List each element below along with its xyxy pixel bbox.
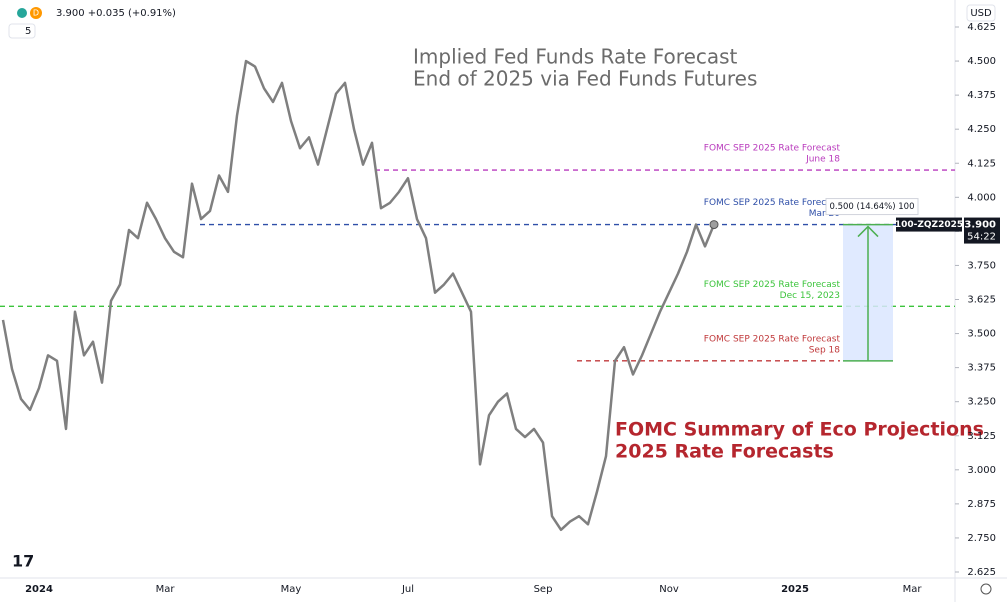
- price-line: [1, 59, 716, 532]
- x-tick-label: 2024: [25, 584, 53, 595]
- logo: 𝟭𝟳: [12, 552, 34, 571]
- annotation: 2025 Rate Forecasts: [615, 441, 834, 463]
- reference-date: Mar 20: [809, 209, 841, 219]
- measure-arrow: [857, 225, 879, 238]
- y-tick-label: 2.875: [967, 499, 996, 510]
- reference-label: FOMC SEP 2025 Rate Forecast: [704, 144, 841, 154]
- price-tag: [964, 217, 1000, 244]
- measure-tooltip-box: [825, 198, 919, 216]
- interval-badge: [30, 7, 42, 19]
- x-tick-label: Mar: [903, 584, 923, 595]
- settings-icon[interactable]: [980, 583, 992, 595]
- countdown: 54:22: [967, 232, 996, 243]
- y-tick-label: 4.500: [967, 56, 996, 67]
- reference-date: Dec 15, 2023: [780, 291, 840, 301]
- annotation: FOMC Summary of Eco Projections: [615, 419, 984, 441]
- reference-label: FOMC SEP 2025 Rate Forecast: [704, 198, 841, 208]
- y-tick-label: 3.250: [967, 397, 996, 408]
- chart-title: End of 2025 via Fed Funds Futures: [413, 67, 757, 91]
- y-tick-label: 2.625: [967, 567, 996, 578]
- quote: 3.900 +0.035 (+0.91%): [56, 8, 176, 19]
- chart-title: Implied Fed Funds Rate Forecast: [413, 45, 738, 69]
- x-tick-label: May: [281, 584, 302, 595]
- symbol-label: 100-ZQZ2025: [895, 220, 963, 230]
- reference-label: FOMC SEP 2025 Rate Forecast: [704, 334, 841, 344]
- indicator-count[interactable]: 5: [25, 26, 31, 37]
- status-dot: [17, 8, 27, 18]
- x-tick-label: Nov: [659, 584, 679, 595]
- last-point: [709, 220, 719, 230]
- reference-label: FOMC SEP 2025 Rate Forecast: [704, 280, 841, 290]
- measure-tooltip: 0.500 (14.64%) 100: [829, 202, 914, 212]
- interval: D: [33, 9, 39, 18]
- x-tick-label: Sep: [534, 584, 553, 595]
- y-tick-label: 3.000: [967, 465, 996, 476]
- y-tick-label: 4.125: [967, 158, 996, 169]
- x-tick-label: Mar: [156, 584, 176, 595]
- currency-box: [966, 4, 996, 22]
- y-tick-label: 4.250: [967, 124, 996, 135]
- reference-date: Sep 18: [809, 345, 841, 355]
- x-tick-label: Jul: [401, 584, 414, 595]
- x-tick-label: 2025: [781, 584, 809, 595]
- y-tick-label: 3.500: [967, 329, 996, 340]
- y-tick-label: 3.750: [967, 260, 996, 271]
- y-tick-label: 3.125: [967, 431, 996, 442]
- reference-date: June 18: [805, 155, 840, 165]
- symbol-tag: [896, 217, 962, 232]
- price-label: 3.900: [964, 220, 996, 231]
- y-tick-label: 4.375: [967, 90, 996, 101]
- y-tick-label: 3.375: [967, 363, 996, 374]
- y-tick-label: 3.625: [967, 295, 996, 306]
- currency: USD: [970, 8, 992, 19]
- indicator-toggle[interactable]: [8, 23, 36, 39]
- y-tick-label: 2.750: [967, 533, 996, 544]
- y-tick-label: 4.000: [967, 192, 996, 203]
- y-tick-label: 4.625: [967, 22, 996, 33]
